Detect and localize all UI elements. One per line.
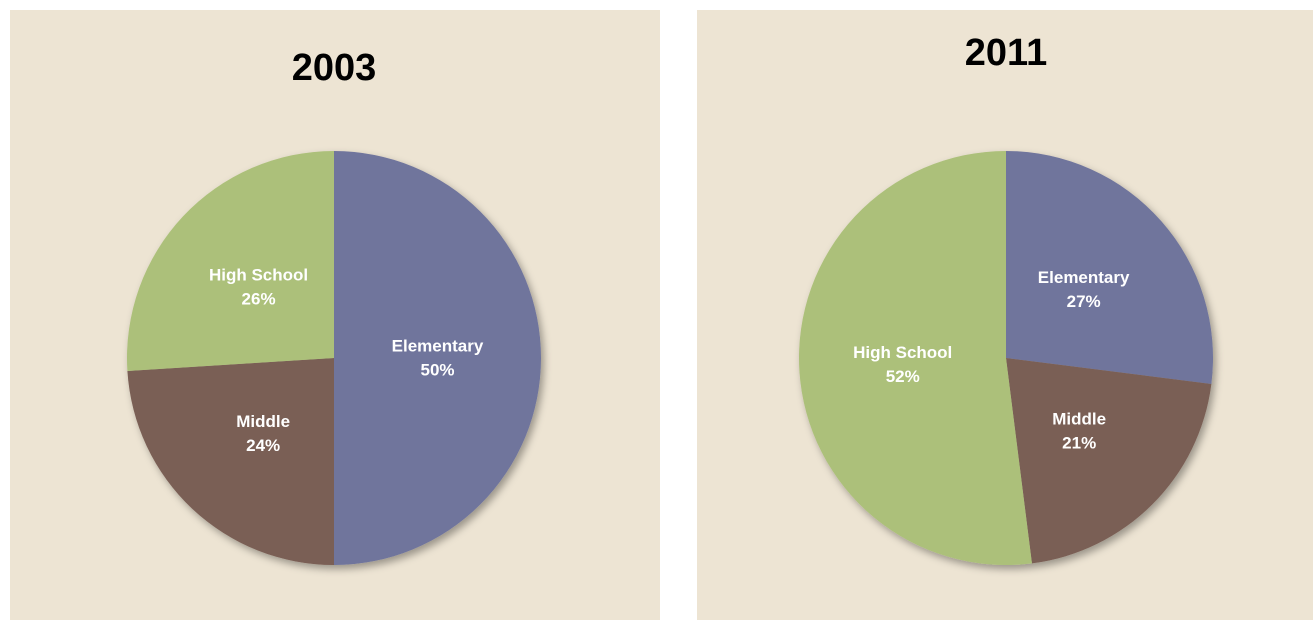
pie-slice: [1006, 358, 1212, 564]
slice-label: Middle: [1052, 410, 1106, 429]
value-label: 27%: [1067, 292, 1101, 311]
pie-slice: [127, 358, 334, 565]
pie-slice: [127, 151, 334, 371]
slice-label: High School: [209, 266, 308, 285]
pie: [798, 151, 1213, 565]
chart-title: 2011: [965, 32, 1047, 74]
slice-label: Elementary: [1038, 268, 1130, 287]
value-label: 26%: [242, 290, 276, 309]
slice-label: High School: [853, 343, 952, 362]
slice-label: Middle: [236, 412, 290, 431]
pie-slice: [798, 151, 1032, 565]
pie-slice: [1006, 151, 1213, 384]
value-label: 50%: [420, 360, 454, 379]
slice-label: Elementary: [392, 336, 484, 355]
value-label: 52%: [886, 367, 920, 386]
pie-slice: [334, 151, 541, 565]
chart-title: 2003: [292, 47, 377, 89]
value-label: 21%: [1062, 434, 1096, 453]
value-label: 24%: [246, 436, 280, 455]
pie: [127, 151, 541, 565]
